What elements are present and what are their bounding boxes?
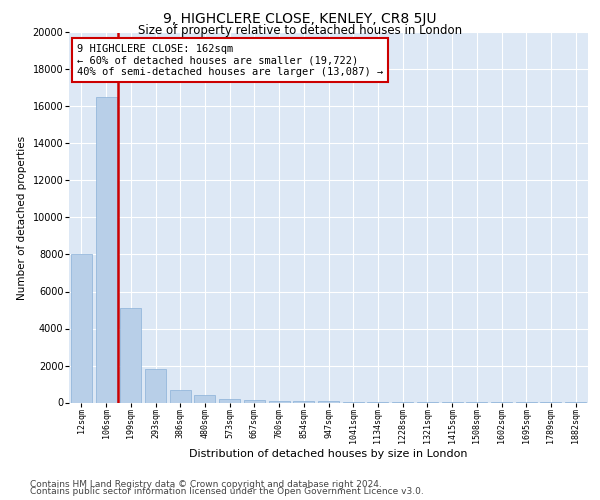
Text: Contains public sector information licensed under the Open Government Licence v3: Contains public sector information licen… [30, 487, 424, 496]
Bar [293, 401, 314, 402]
Bar [170, 390, 191, 402]
Text: Contains HM Land Registry data © Crown copyright and database right 2024.: Contains HM Land Registry data © Crown c… [30, 480, 382, 489]
Bar [71, 254, 92, 402]
Bar [194, 396, 215, 402]
Bar [219, 399, 240, 402]
Y-axis label: Number of detached properties: Number of detached properties [17, 136, 27, 300]
Text: 9 HIGHCLERE CLOSE: 162sqm
← 60% of detached houses are smaller (19,722)
40% of s: 9 HIGHCLERE CLOSE: 162sqm ← 60% of detac… [77, 44, 383, 77]
X-axis label: Distribution of detached houses by size in London: Distribution of detached houses by size … [189, 448, 468, 458]
Bar [120, 308, 141, 402]
Text: 9, HIGHCLERE CLOSE, KENLEY, CR8 5JU: 9, HIGHCLERE CLOSE, KENLEY, CR8 5JU [163, 12, 437, 26]
Bar [145, 369, 166, 402]
Bar [95, 97, 116, 402]
Bar [244, 400, 265, 402]
Bar [269, 400, 290, 402]
Text: Size of property relative to detached houses in London: Size of property relative to detached ho… [138, 24, 462, 37]
